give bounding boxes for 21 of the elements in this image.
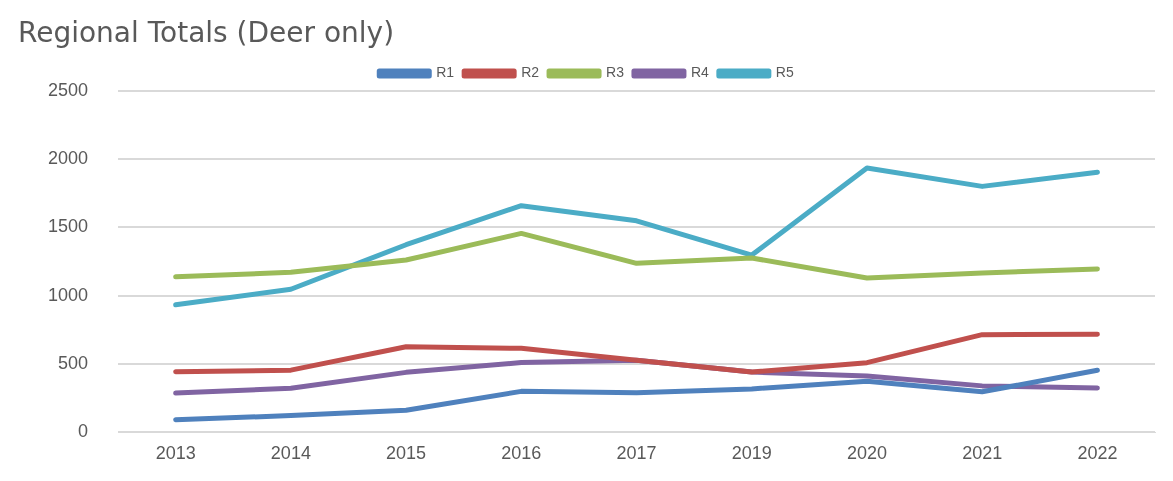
x-tick-label: 2014 xyxy=(270,442,311,463)
legend-label: R2 xyxy=(521,64,540,81)
y-tick-label: 2500 xyxy=(48,79,89,100)
x-tick-label: 2020 xyxy=(846,442,887,463)
y-tick-label: 1500 xyxy=(48,216,89,237)
legend-label: R5 xyxy=(775,64,794,81)
x-tick-label: 2015 xyxy=(386,442,427,463)
x-tick-label: 2019 xyxy=(731,442,772,463)
chart-title: Regional Totals (Deer only) xyxy=(18,16,395,50)
x-tick-label: 2022 xyxy=(1077,442,1118,463)
y-tick-label: 0 xyxy=(78,421,89,442)
x-tick-label: 2017 xyxy=(616,442,657,463)
y-tick-label: 2000 xyxy=(48,147,89,168)
x-tick-label: 2021 xyxy=(962,442,1003,463)
legend-label: R1 xyxy=(436,64,455,81)
legend-label: R4 xyxy=(690,64,710,81)
y-tick-label: 1000 xyxy=(48,284,89,305)
x-tick-label: 2013 xyxy=(155,442,196,463)
legend-label: R3 xyxy=(606,64,625,81)
x-tick-label: 2016 xyxy=(501,442,542,463)
y-tick-label: 500 xyxy=(58,352,89,373)
